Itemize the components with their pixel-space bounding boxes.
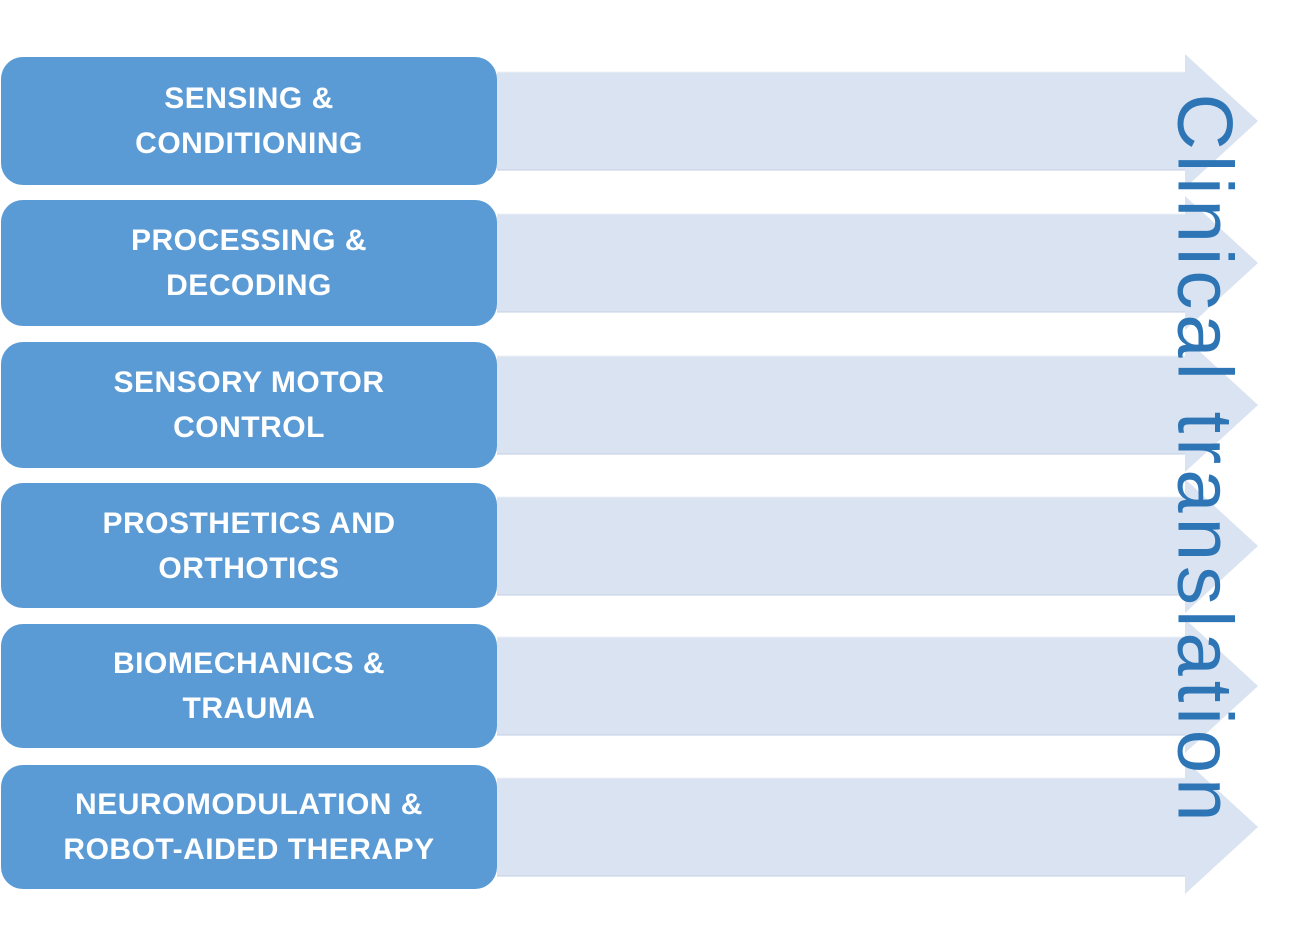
right-arrow-head-icon bbox=[1185, 338, 1258, 472]
stage-box-prosthetics-orthotics: PROSTHETICS AND ORTHOTICS bbox=[1, 483, 497, 608]
stage-box-sensing-conditioning: SENSING & CONDITIONING bbox=[1, 57, 497, 185]
clinical-translation-title: Clinical translation bbox=[1161, 93, 1250, 827]
stage-arrow-body bbox=[497, 777, 1185, 877]
right-arrow-head-icon bbox=[1185, 54, 1258, 188]
stage-row: BIOMECHANICS & TRAUMA bbox=[0, 619, 1294, 753]
stage-label: NEUROMODULATION & ROBOT-AIDED THERAPY bbox=[63, 788, 435, 866]
stage-arrow-body bbox=[497, 496, 1185, 595]
stage-row: PROCESSING & DECODING bbox=[0, 196, 1294, 330]
right-arrow-head-icon bbox=[1185, 478, 1258, 613]
stage-label: PROSTHETICS AND ORTHOTICS bbox=[102, 506, 396, 585]
stage-box-sensory-motor-control: SENSORY MOTOR CONTROL bbox=[1, 342, 497, 468]
stage-label: PROCESSING & DECODING bbox=[130, 224, 368, 302]
stage-arrow-body bbox=[497, 213, 1185, 313]
stage-box-neuromodulation-robot-therapy: NEUROMODULATION & ROBOT-AIDED THERAPY bbox=[1, 765, 497, 889]
stage-box-biomechanics-trauma: BIOMECHANICS & TRAUMA bbox=[1, 624, 497, 748]
stage-arrow-body bbox=[497, 355, 1185, 455]
right-arrow-head-icon bbox=[1185, 760, 1258, 894]
right-arrow-head-icon bbox=[1185, 619, 1258, 753]
stage-label: SENSING & CONDITIONING bbox=[135, 82, 363, 160]
stage-label: BIOMECHANICS & TRAUMA bbox=[112, 647, 385, 725]
stage-row: NEUROMODULATION & ROBOT-AIDED THERAPY bbox=[0, 760, 1294, 894]
stage-arrow-body bbox=[497, 71, 1185, 171]
stage-arrow-body bbox=[497, 636, 1185, 736]
stage-row: SENSING & CONDITIONING bbox=[0, 54, 1294, 188]
stage-row: PROSTHETICS AND ORTHOTICS bbox=[0, 478, 1294, 613]
stage-row: SENSORY MOTOR CONTROL bbox=[0, 338, 1294, 472]
stage-box-processing-decoding: PROCESSING & DECODING bbox=[1, 200, 497, 326]
stage-label: SENSORY MOTOR CONTROL bbox=[113, 366, 385, 444]
right-arrow-head-icon bbox=[1185, 196, 1258, 330]
